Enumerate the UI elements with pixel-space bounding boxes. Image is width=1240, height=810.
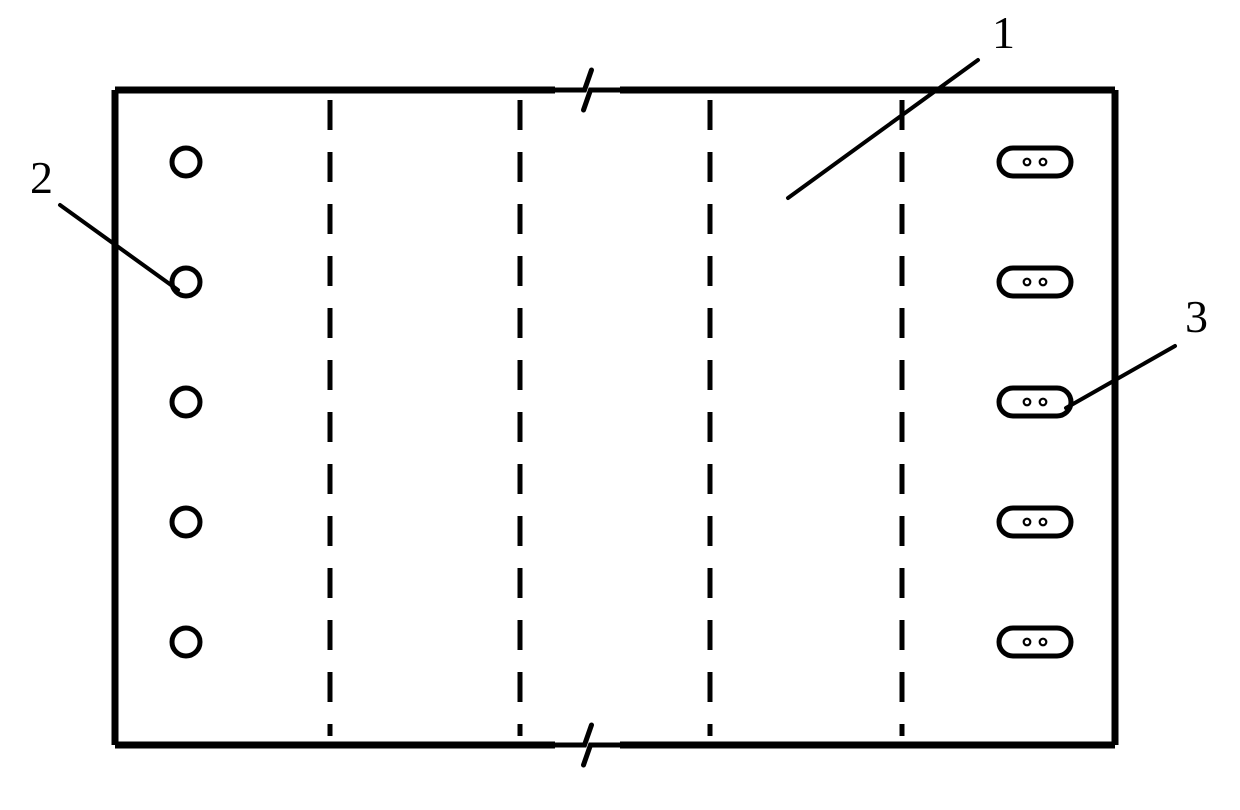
slot-inner-dot — [1040, 399, 1047, 406]
slot-inner-dot — [1024, 519, 1031, 526]
round-hole — [172, 388, 200, 416]
leader-line — [60, 205, 178, 290]
label-1: 1 — [992, 7, 1015, 58]
slot-inner-dot — [1024, 159, 1031, 166]
round-hole — [172, 508, 200, 536]
leader-line — [1066, 346, 1175, 408]
slot-inner-dot — [1040, 639, 1047, 646]
label-3: 3 — [1185, 291, 1208, 342]
label-2: 2 — [30, 152, 53, 203]
slot-inner-dot — [1024, 639, 1031, 646]
slot-inner-dot — [1040, 279, 1047, 286]
slot-hole — [999, 268, 1071, 296]
break-mark — [555, 70, 620, 110]
round-hole — [172, 628, 200, 656]
slot-inner-dot — [1024, 279, 1031, 286]
slot-hole — [999, 148, 1071, 176]
slot-hole — [999, 388, 1071, 416]
round-hole — [172, 148, 200, 176]
technical-diagram: 1 2 3 — [0, 0, 1240, 810]
slot-inner-dot — [1040, 519, 1047, 526]
slot-hole — [999, 628, 1071, 656]
slot-hole — [999, 508, 1071, 536]
round-hole — [172, 268, 200, 296]
slot-inner-dot — [1040, 159, 1047, 166]
break-mark — [555, 725, 620, 765]
leader-line — [788, 60, 978, 198]
slot-inner-dot — [1024, 399, 1031, 406]
